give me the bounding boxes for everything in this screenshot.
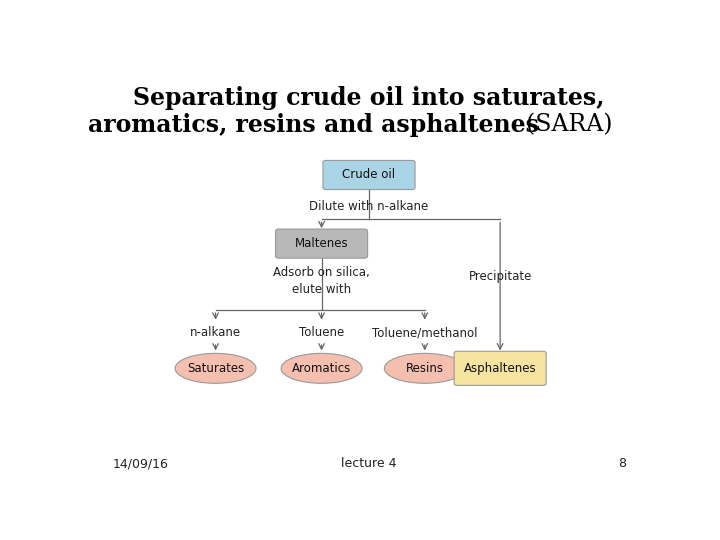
Text: Dilute with n-alkane: Dilute with n-alkane — [310, 200, 428, 213]
Ellipse shape — [175, 353, 256, 383]
Text: Toluene: Toluene — [299, 327, 344, 340]
Text: n-alkane: n-alkane — [190, 327, 241, 340]
Text: 8: 8 — [618, 457, 626, 470]
Text: Crude oil: Crude oil — [343, 168, 395, 181]
Text: lecture 4: lecture 4 — [341, 457, 397, 470]
Text: aromatics, resins and asphaltenes: aromatics, resins and asphaltenes — [88, 113, 539, 137]
FancyBboxPatch shape — [276, 229, 368, 258]
Text: Precipitate: Precipitate — [469, 271, 532, 284]
Text: Toluene/methanol: Toluene/methanol — [372, 327, 477, 340]
Ellipse shape — [281, 353, 362, 383]
Text: 14/09/16: 14/09/16 — [112, 457, 168, 470]
Text: Resins: Resins — [406, 362, 444, 375]
Text: Aromatics: Aromatics — [292, 362, 351, 375]
Ellipse shape — [384, 353, 465, 383]
FancyBboxPatch shape — [323, 160, 415, 190]
Text: Maltenes: Maltenes — [294, 237, 348, 250]
Text: Saturates: Saturates — [187, 362, 244, 375]
Text: Adsorb on silica,
elute with: Adsorb on silica, elute with — [273, 266, 370, 296]
Text: Asphaltenes: Asphaltenes — [464, 362, 536, 375]
FancyBboxPatch shape — [454, 352, 546, 386]
Text: Separating crude oil into saturates,: Separating crude oil into saturates, — [133, 86, 605, 110]
Text: (SARA): (SARA) — [511, 113, 613, 137]
